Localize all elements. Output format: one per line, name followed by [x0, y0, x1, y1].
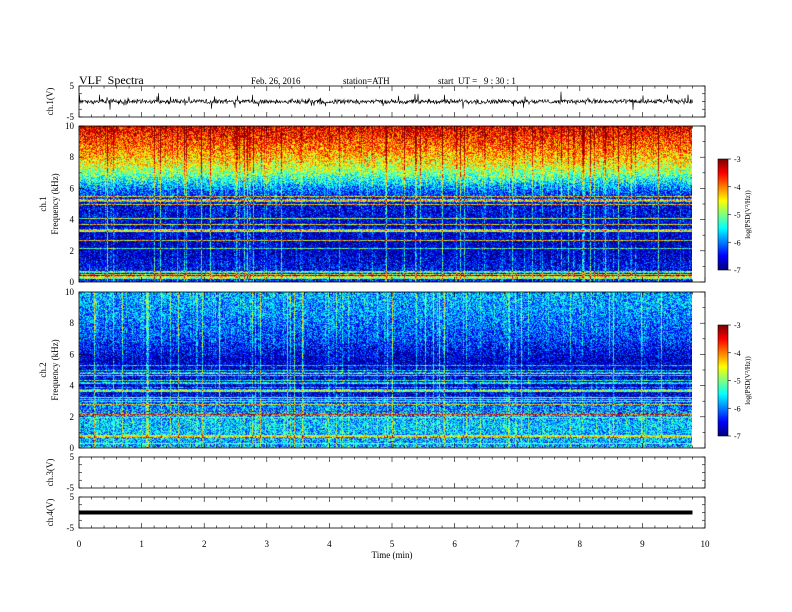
x-tick-label: 7: [515, 539, 520, 549]
colorbar-ch1: [718, 159, 728, 270]
colorbar-tick-label: -3: [734, 321, 741, 330]
y-tick-label: 0: [70, 443, 75, 453]
colorbar-label: log(PSD(V²/Hz)): [744, 356, 752, 405]
y-tick-label: 10: [65, 287, 75, 297]
colorbar-tick-label: -7: [734, 266, 741, 275]
y-tick-label: 2: [70, 246, 75, 256]
y-tick-label: 8: [70, 152, 75, 162]
x-tick-label: 6: [452, 539, 457, 549]
y-tick-label: 6: [70, 349, 75, 359]
x-tick-label: 2: [202, 539, 207, 549]
colorbar-tick-label: -5: [734, 211, 741, 220]
y-tick-label: 10: [65, 121, 75, 131]
x-axis-label: Time (min): [372, 550, 413, 560]
y-tick-label: 6: [70, 183, 75, 193]
y-tick-label: -5: [67, 523, 75, 533]
y-tick-label: 8: [70, 318, 75, 328]
colorbar-tick-label: -7: [734, 432, 741, 441]
y-tick-label: 4: [70, 215, 75, 225]
x-tick-label: 0: [77, 539, 82, 549]
y-tick-label: 5: [70, 452, 75, 462]
colorbar-tick-label: -6: [734, 404, 741, 413]
colorbar-label: log(PSD(V²/Hz)): [744, 190, 752, 239]
y-axis-label: ch.1: [38, 196, 48, 211]
x-tick-label: 8: [578, 539, 583, 549]
colorbar-tick-label: -5: [734, 377, 741, 386]
y-tick-label: 5: [70, 492, 75, 502]
colorbar-tick-label: -4: [734, 183, 741, 192]
y-tick-label: 4: [70, 381, 75, 391]
y-tick-label: 0: [70, 277, 75, 287]
colorbar-tick-label: -4: [734, 349, 741, 358]
spectrogram-image-ch2: [79, 292, 692, 448]
colorbar-tick-label: -3: [734, 155, 741, 164]
colorbar-tick-label: -6: [734, 238, 741, 247]
start-time-label: start UT = 9 : 30 : 1: [438, 76, 516, 86]
x-tick-label: 4: [327, 539, 332, 549]
date-label: Feb. 26, 2016: [251, 76, 301, 86]
y-axis-label: Frequency (kHz): [50, 339, 60, 400]
y-tick-label: -5: [67, 483, 75, 493]
y-axis-label: Frequency (kHz): [50, 173, 60, 234]
y-axis-label: ch.2: [38, 362, 48, 377]
x-tick-label: 5: [390, 539, 395, 549]
x-tick-label: 3: [265, 539, 270, 549]
x-tick-label: 9: [640, 539, 645, 549]
x-tick-label: 1: [139, 539, 144, 549]
y-tick-label: 5: [70, 81, 75, 91]
colorbar-ch2: [718, 325, 728, 436]
chart-title: VLF Spectra: [79, 73, 144, 87]
y-axis-label: ch.4(V): [45, 499, 55, 527]
y-axis-label: ch.1(V): [45, 88, 55, 116]
x-tick-label: 10: [701, 539, 711, 549]
y-tick-label: -5: [67, 112, 75, 122]
ch1-waveform-line: [78, 91, 693, 110]
spectrogram-image-ch1: [79, 126, 692, 282]
y-axis-label: ch.3(V): [45, 459, 55, 487]
station-label: station=ATH: [343, 76, 390, 86]
y-tick-label: 2: [70, 412, 75, 422]
